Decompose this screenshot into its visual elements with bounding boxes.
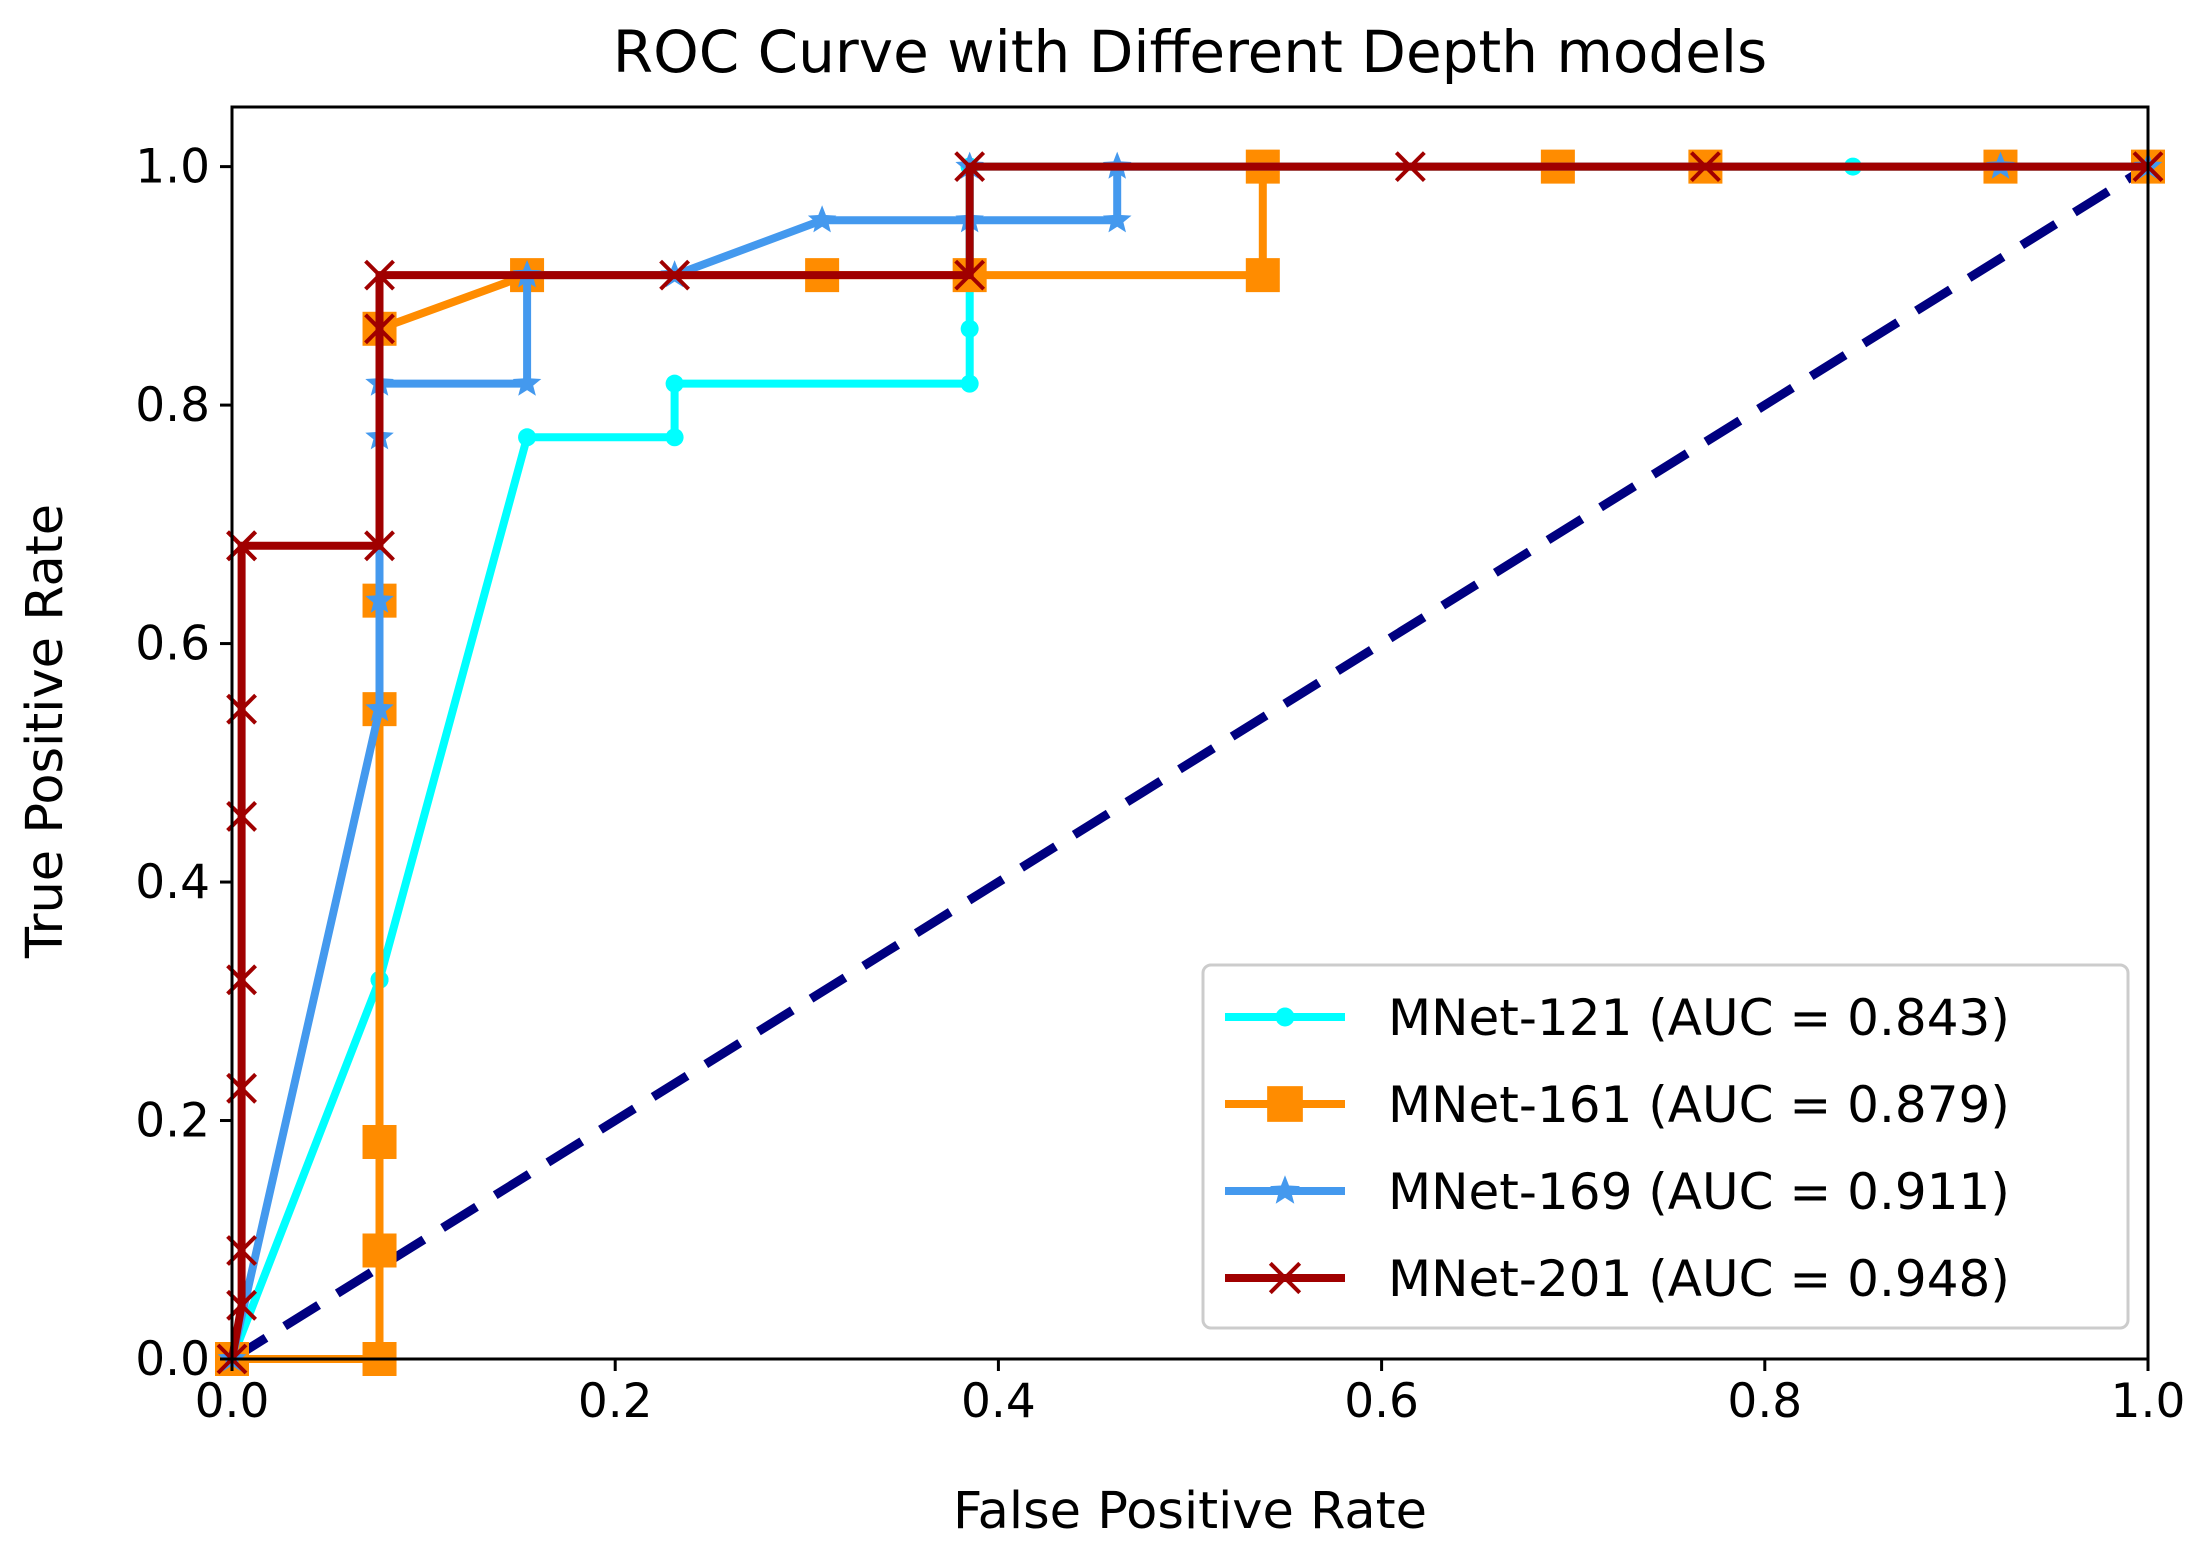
data-point — [365, 694, 394, 722]
y-tick-label: 1.0 — [135, 140, 210, 195]
legend-entry: MNet-161 (AUC = 0.879) — [1225, 1076, 2010, 1134]
data-point — [1275, 1007, 1295, 1027]
legend-label: MNet-169 (AUC = 0.911) — [1388, 1163, 2010, 1221]
y-tick-label: 0.2 — [135, 1094, 210, 1149]
data-point — [365, 585, 394, 613]
y-tick-label: 0.4 — [135, 855, 210, 910]
legend: MNet-121 (AUC = 0.843) MNet-161 (AUC = 0.… — [1201, 963, 2130, 1330]
legend-label: MNet-121 (AUC = 0.843) — [1388, 989, 2010, 1047]
data-point — [1245, 258, 1280, 293]
chart-title: ROC Curve with Different Depth models — [613, 18, 1767, 86]
data-point — [1394, 151, 1426, 183]
legend-entry: MNet-121 (AUC = 0.843) — [1225, 989, 2010, 1047]
data-point — [1267, 1086, 1303, 1122]
data-point — [807, 205, 837, 233]
data-point — [954, 259, 986, 291]
data-point — [364, 530, 395, 562]
data-point — [362, 1233, 397, 1268]
data-point — [362, 1124, 397, 1159]
y-tick-label: 0.0 — [135, 1332, 210, 1387]
data-point — [512, 368, 542, 396]
data-point — [364, 313, 395, 345]
x-tick-label: 0.8 — [1727, 1374, 1802, 1429]
plot-frame — [230, 105, 2150, 1361]
chance-diagonal — [229, 162, 2151, 1363]
axis-ticks: 0.0 0.2 0.4 0.6 0.8 1.0 0.0 0.2 0.4 0.6 0.8 1.0 — [135, 140, 2185, 1429]
x-tick-label: 1.0 — [2111, 1374, 2186, 1429]
data-point — [364, 259, 395, 291]
data-point — [1270, 1175, 1300, 1204]
data-point — [518, 428, 537, 447]
data-point — [665, 374, 684, 393]
x-tick-label: 0.0 — [195, 1374, 270, 1429]
y-tick-label: 0.8 — [135, 378, 210, 433]
data-point — [1102, 205, 1132, 233]
data-point — [960, 319, 979, 338]
legend-box — [1201, 963, 2130, 1330]
legend-entry: MNet-201 (AUC = 0.948) — [1225, 1250, 2010, 1308]
x-tick-label: 0.4 — [961, 1374, 1036, 1429]
data-point — [960, 374, 979, 393]
legend-entry: MNet-169 (AUC = 0.911) — [1225, 1163, 2010, 1221]
y-axis-title: True Positive Rate — [16, 504, 75, 959]
legend-label: MNet-201 (AUC = 0.948) — [1388, 1250, 2010, 1308]
x-axis-title: False Positive Rate — [953, 1482, 1427, 1541]
x-tick-label: 0.2 — [578, 1374, 653, 1429]
data-point — [665, 428, 684, 447]
x-tick-label: 0.6 — [1344, 1374, 1419, 1429]
legend-label: MNet-161 (AUC = 0.879) — [1388, 1076, 2010, 1134]
data-point — [1689, 151, 1721, 183]
data-point — [1268, 1261, 1302, 1295]
data-point — [659, 259, 691, 291]
plot-area — [215, 149, 2165, 1376]
y-tick-label: 0.6 — [135, 617, 210, 672]
data-point — [954, 151, 986, 183]
